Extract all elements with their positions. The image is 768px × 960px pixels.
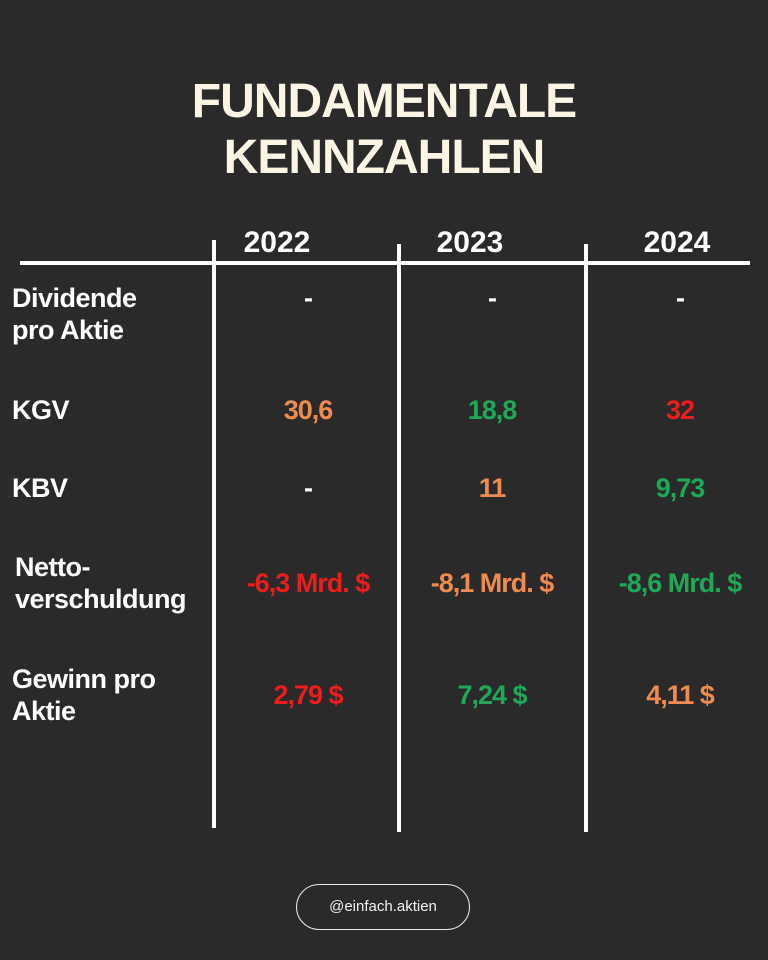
row-label-dividende-line-2: pro Aktie [12, 315, 124, 345]
cell-netto-2023: -8,1 Mrd. $ [430, 568, 555, 598]
cell-gewinn-2022: 2,79 $ [273, 680, 343, 710]
cell-dividende-2022: - [304, 283, 313, 313]
row-label-gewinn: Gewinn pro Aktie [12, 663, 156, 727]
cell-dividende-2023: - [488, 283, 497, 313]
year-header-2024: 2024 [643, 226, 711, 259]
cell-kbv-2023: 11 [478, 473, 507, 503]
cell-kbv-2024: 9,73 [655, 473, 706, 503]
column-divider-3 [584, 244, 588, 832]
cell-kgv-2022: 30,6 [283, 395, 334, 425]
row-label-kgv: KGV [12, 395, 70, 425]
row-label-gewinn-line-1: Gewinn pro [12, 664, 156, 694]
cell-kgv-2024: 32 [665, 395, 695, 425]
title-line-1: FUNDAMENTALE [191, 75, 577, 128]
cell-kbv-2022: - [304, 473, 313, 503]
row-label-nettoverschuldung: Netto- verschuldung [15, 551, 187, 615]
row-label-dividende: Dividende pro Aktie [12, 282, 137, 346]
cell-kgv-2023: 18,8 [467, 395, 518, 425]
page-title: FUNDAMENTALE KENNZAHLEN [0, 74, 768, 186]
cell-gewinn-2023: 7,24 $ [457, 680, 527, 710]
cell-netto-2022: -6,3 Mrd. $ [246, 568, 371, 598]
account-handle-badge[interactable]: @einfach.aktien [296, 884, 470, 930]
year-header-2023: 2023 [436, 226, 504, 259]
column-divider-1 [212, 240, 216, 828]
row-label-netto-line-1: Netto- [15, 552, 90, 582]
row-label-netto-line-2: verschuldung [15, 584, 187, 614]
row-label-dividende-line-1: Dividende [12, 283, 137, 313]
row-label-gewinn-line-2: Aktie [12, 696, 76, 726]
title-line-2: KENNZAHLEN [223, 131, 546, 184]
year-header-2022: 2022 [243, 226, 311, 259]
header-divider [20, 261, 750, 265]
cell-gewinn-2024: 4,11 $ [646, 680, 715, 710]
row-label-kbv: KBV [12, 473, 68, 503]
column-divider-2 [397, 244, 401, 832]
cell-netto-2024: -8,6 Mrd. $ [618, 568, 743, 598]
cell-dividende-2024: - [676, 283, 685, 313]
